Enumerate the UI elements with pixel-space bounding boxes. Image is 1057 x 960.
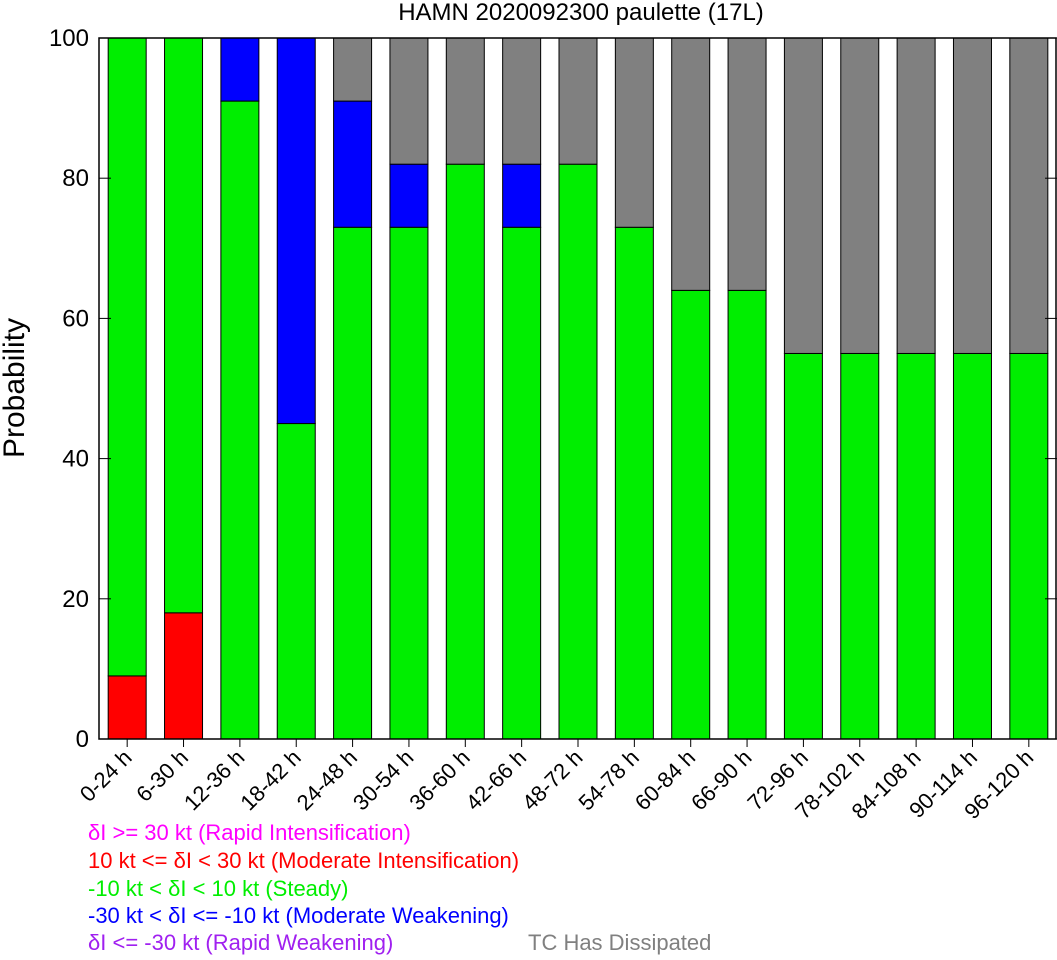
bar-segment-30-54h-s3 [389,163,429,228]
bar-segment-90-114h-s5 [952,37,992,354]
y-tick-label: 60 [62,305,89,332]
y-tick-label: 80 [62,165,89,192]
bar-segment-24-48h-s3 [333,100,373,228]
bar-segment-12-36h-s2 [220,100,260,740]
bar-segment-42-66h-s2 [502,226,542,740]
y-tick-label: 0 [76,726,89,753]
plot-frame [98,37,1057,740]
chart-title: HAMN 2020092300 paulette (17L) [398,0,764,26]
bar-segment-0-24h-s2 [107,37,147,677]
bar-segment-42-66h-s3 [502,163,542,228]
bar-segment-6-30h-s2 [164,37,204,614]
x-tick-label: 54-78 h [573,745,643,815]
bar-segment-36-60h-s2 [445,163,485,740]
bar-segment-18-42h-s3 [276,37,316,425]
bar-segment-60-84h-s5 [671,37,711,291]
x-tick-label: 24-48 h [292,745,362,815]
legend-tc-dissipated: TC Has Dissipated [528,930,712,955]
bar-segment-0-24h-s1 [107,675,147,740]
bars-group [107,37,1049,740]
bar-segment-66-90h-s2 [727,289,767,740]
bar-segment-54-78h-s2 [614,226,654,740]
legend-moderate-intensification: 10 kt <= δI < 30 kt (Moderate Intensific… [88,848,520,873]
bar-segment-48-72h-s2 [558,163,598,740]
bar-segment-24-48h-s2 [333,226,373,740]
bar-segment-84-108h-s2 [896,352,936,740]
bar-segment-30-54h-s2 [389,226,429,740]
bar-segment-60-84h-s2 [671,289,711,740]
x-tick-label: 36-60 h [404,745,474,815]
x-tick-label: 30-54 h [348,745,418,815]
y-axis-label: Probability [0,318,31,458]
legend-rapid-intensification: δI >= 30 kt (Rapid Intensification) [88,820,411,845]
bar-segment-72-96h-s2 [783,352,823,740]
y-tick-label: 20 [62,586,89,613]
bar-segment-24-48h-s5 [333,37,373,102]
bar-segment-36-60h-s5 [445,37,485,165]
y-tick-label: 100 [49,25,89,52]
bar-segment-78-102h-s5 [840,37,880,354]
bar-segment-66-90h-s5 [727,37,767,291]
bar-segment-48-72h-s5 [558,37,598,165]
x-tick-label: 18-42 h [235,745,305,815]
bar-segment-18-42h-s2 [276,423,316,740]
bar-segment-72-96h-s5 [783,37,823,354]
x-tick-label: 0-24 h [75,745,137,807]
bar-segment-96-120h-s2 [1009,352,1049,740]
x-tick-label: 66-90 h [686,745,756,815]
x-tick-label: 48-72 h [517,745,587,815]
x-tick-label: 42-66 h [461,745,531,815]
y-tick-label: 40 [62,446,89,473]
bar-segment-54-78h-s5 [614,37,654,228]
bar-segment-78-102h-s2 [840,352,880,740]
bar-segment-6-30h-s1 [164,612,204,740]
legend-steady: -10 kt < δI < 10 kt (Steady) [88,876,349,901]
bar-segment-12-36h-s3 [220,37,260,102]
bar-segment-42-66h-s5 [502,37,542,165]
legend-rapid-weakening: δI <= -30 kt (Rapid Weakening) [88,930,394,955]
bar-segment-96-120h-s5 [1009,37,1049,354]
bar-segment-30-54h-s5 [389,37,429,165]
bar-segment-84-108h-s5 [896,37,936,354]
x-tick-label: 12-36 h [179,745,249,815]
bar-segment-90-114h-s2 [952,352,992,740]
legend-moderate-weakening: -30 kt < δI <= -10 kt (Moderate Weakenin… [88,903,509,928]
x-tick-label: 60-84 h [630,745,700,815]
